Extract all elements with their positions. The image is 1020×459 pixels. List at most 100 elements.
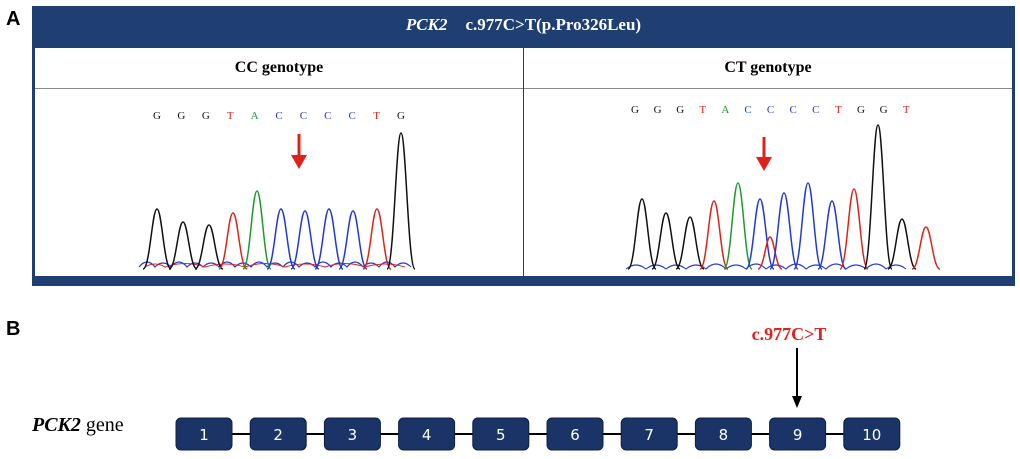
base-call: T xyxy=(699,104,706,116)
exon-number: 8 xyxy=(719,426,729,444)
exon-4: 4 xyxy=(398,417,456,451)
base-call: C xyxy=(790,104,797,116)
base-call: G xyxy=(153,110,161,122)
base-call: C xyxy=(812,104,819,116)
panel-a-letter: A xyxy=(6,8,21,30)
cc-peak-c2 xyxy=(290,210,320,270)
exon-number: 2 xyxy=(273,426,283,444)
exon-box xyxy=(249,417,307,451)
exon-number: 6 xyxy=(570,426,580,444)
cc-peak-g2 xyxy=(168,221,198,270)
ct-peak-g3 xyxy=(675,216,705,270)
base-call: C xyxy=(767,104,774,116)
cc-peak-c4 xyxy=(338,210,368,270)
gene-label: PCK2 gene xyxy=(32,414,124,437)
mutation-pointer-head xyxy=(792,396,802,408)
base-call: C xyxy=(744,104,751,116)
exon-box xyxy=(472,417,530,451)
base-call: G xyxy=(676,104,684,116)
cc-peak-g1 xyxy=(142,208,172,270)
exon-10: 10 xyxy=(843,417,901,451)
base-call: C xyxy=(275,110,282,122)
base-call: C xyxy=(349,110,356,122)
exon-number: 4 xyxy=(422,426,432,444)
exon-number: 1 xyxy=(199,426,209,444)
exon-box xyxy=(175,417,233,451)
exon-5: 5 xyxy=(472,417,530,451)
exon-box xyxy=(620,417,678,451)
ct-baseline-noise xyxy=(625,263,907,270)
exon-number: 5 xyxy=(496,426,506,444)
exon-7: 7 xyxy=(620,417,678,451)
title-gene: PCK2 xyxy=(405,15,448,34)
ct-peak-g1 xyxy=(627,198,657,270)
base-call: G xyxy=(631,104,639,116)
gene-suffix: gene xyxy=(85,414,124,436)
exon-number: 7 xyxy=(644,426,654,444)
title-variant: c.977C>T(p.Pro326Leu) xyxy=(465,15,642,34)
ct-peak-t3 xyxy=(911,226,941,270)
exon-number: 9 xyxy=(793,426,803,444)
ct-peak-g5 xyxy=(887,218,917,270)
ct-peak-t-het xyxy=(757,236,783,270)
gene-structure-diagram: c.977C>T 1 2 3 4 5 6 7 8 9 10 xyxy=(175,324,901,451)
cc-mutation-arrow xyxy=(291,134,307,169)
exon-box xyxy=(694,417,752,451)
exon-6: 6 xyxy=(546,417,604,451)
base-call: A xyxy=(721,104,729,116)
exon-group: 1 2 3 4 5 6 7 8 9 10 xyxy=(175,417,901,451)
ct-peak-c4 xyxy=(817,200,847,270)
exon-2: 2 xyxy=(249,417,307,451)
base-call: G xyxy=(397,110,405,122)
base-call: T xyxy=(903,104,910,116)
exon-box xyxy=(546,417,604,451)
exon-number: 10 xyxy=(862,426,881,444)
panel-b-letter: B xyxy=(6,318,21,340)
exon-8: 8 xyxy=(694,417,752,451)
cc-genotype-header: CC genotype xyxy=(35,48,523,89)
base-call: G xyxy=(177,110,185,122)
exon-box xyxy=(398,417,456,451)
exon-3: 3 xyxy=(323,417,381,451)
base-call: T xyxy=(835,104,842,116)
ct-chromatogram: CT genotype G G G T A C C C C T G G T xyxy=(524,48,1012,276)
ct-peak-t1 xyxy=(699,200,729,270)
base-call: G xyxy=(857,104,865,116)
ct-peak-t2 xyxy=(839,188,869,270)
base-call: G xyxy=(654,104,662,116)
base-call: C xyxy=(300,110,307,122)
base-call: G xyxy=(202,110,210,122)
ct-peak-c2 xyxy=(769,192,799,270)
mutation-label: c.977C>T xyxy=(752,324,827,344)
exon-box xyxy=(769,417,827,451)
cc-peak-t1 xyxy=(218,212,248,270)
panel-title: PCK2 c.977C>T(p.Pro326Leu) xyxy=(32,6,1015,44)
ct-genotype-header: CT genotype xyxy=(524,48,1012,89)
ct-peak-a1 xyxy=(723,182,753,270)
exon-box xyxy=(843,417,901,451)
ct-mutation-arrow xyxy=(756,137,772,171)
cc-peak-t2 xyxy=(362,208,392,270)
ct-peak-g4 xyxy=(863,124,893,270)
exon-9: 9 xyxy=(769,417,827,451)
exon-box xyxy=(323,417,381,451)
cc-peak-g3 xyxy=(194,224,224,270)
ct-peak-c1 xyxy=(745,198,775,270)
cc-peak-c1 xyxy=(266,208,296,270)
base-call: A xyxy=(251,110,259,122)
ct-peak-c3 xyxy=(793,182,823,270)
exon-number: 3 xyxy=(348,426,358,444)
cc-peak-g4 xyxy=(386,132,416,270)
cc-peak-c3 xyxy=(314,208,344,270)
cc-chromatogram: CC genotype G G G T A C C C C T G xyxy=(35,48,523,276)
cc-peak-a1 xyxy=(242,190,272,270)
exon-1: 1 xyxy=(175,417,233,451)
base-call: C xyxy=(324,110,331,122)
base-call: T xyxy=(227,110,234,122)
base-call: G xyxy=(880,104,888,116)
chromatogram-panel: PCK2 c.977C>T(p.Pro326Leu) CC genotype G… xyxy=(32,6,1015,286)
